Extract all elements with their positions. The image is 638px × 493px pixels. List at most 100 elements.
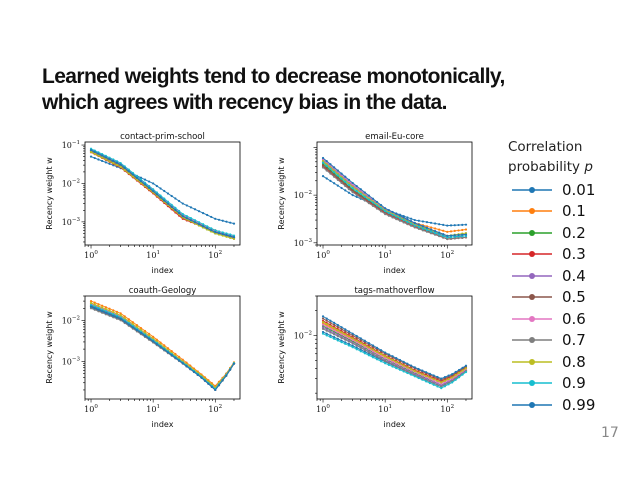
data-point <box>101 159 104 163</box>
data-point <box>177 355 181 358</box>
legend-label: 0.2 <box>562 223 586 242</box>
data-point <box>433 231 437 235</box>
data-point <box>457 368 461 372</box>
slide-title: Learned weights tend to decrease monoton… <box>42 64 602 116</box>
data-point <box>438 235 441 238</box>
data-point <box>391 213 394 216</box>
data-point <box>340 172 343 175</box>
data-point <box>155 191 158 194</box>
data-point <box>421 220 425 223</box>
y-tick-base: 10 <box>62 218 72 227</box>
data-point <box>355 192 358 195</box>
x-tick-exponent: 2 <box>451 250 455 256</box>
data-point <box>351 194 354 197</box>
data-point <box>336 169 339 172</box>
x-tick-base: 10 <box>378 251 388 260</box>
data-point <box>442 229 445 232</box>
data-point <box>89 300 93 303</box>
data-point <box>135 329 139 332</box>
data-point <box>438 223 441 226</box>
data-point <box>170 203 173 206</box>
data-point <box>181 215 184 218</box>
x-axis-label: index <box>384 420 406 429</box>
data-point <box>97 158 100 161</box>
data-point <box>367 351 371 354</box>
data-point <box>359 192 362 196</box>
x-tick-exponent: 1 <box>156 250 160 256</box>
data-point <box>170 194 173 198</box>
data-point <box>159 187 162 190</box>
data-point <box>201 225 205 228</box>
legend-marker <box>512 229 552 236</box>
data-point <box>127 318 130 321</box>
chart-coauth-geology: coauth-Geology 100 101 102 10−2 10−3 index Rece… <box>40 285 245 435</box>
data-point <box>97 308 100 311</box>
data-point <box>409 222 413 225</box>
data-point <box>197 223 201 226</box>
data-point <box>155 342 158 346</box>
data-point <box>384 357 387 360</box>
data-point <box>363 197 366 200</box>
data-point <box>421 225 425 228</box>
data-point <box>387 211 390 215</box>
data-point <box>147 337 151 340</box>
data-point <box>371 344 375 347</box>
data-point <box>89 148 93 152</box>
data-point <box>425 374 428 378</box>
data-point <box>143 331 147 334</box>
data-point <box>438 231 441 234</box>
data-point <box>446 234 449 237</box>
data-point <box>391 358 394 362</box>
data-point <box>329 321 332 324</box>
data-point <box>442 223 445 226</box>
data-point <box>166 200 170 203</box>
data-point <box>344 180 347 183</box>
data-point <box>200 376 203 379</box>
data-point <box>425 228 429 232</box>
data-point <box>89 303 93 307</box>
data-point <box>131 322 134 326</box>
data-point <box>185 214 188 218</box>
data-point <box>453 224 456 227</box>
data-point <box>336 331 339 334</box>
x-tick-base: 10 <box>146 251 156 260</box>
data-point <box>217 230 221 233</box>
data-point <box>367 346 371 349</box>
data-point <box>336 335 339 338</box>
legend-marker <box>512 337 552 344</box>
data-point <box>112 162 115 165</box>
legend-marker <box>512 358 552 365</box>
data-point <box>159 196 162 199</box>
data-point <box>461 228 464 232</box>
data-point <box>432 378 435 381</box>
legend-label: 0.6 <box>562 309 586 328</box>
y-tick-label: 10−1 <box>62 140 80 150</box>
data-point <box>321 320 325 324</box>
data-point <box>446 236 449 239</box>
data-point <box>417 225 420 229</box>
data-point <box>421 229 425 232</box>
data-point <box>371 350 375 353</box>
data-point <box>363 343 366 347</box>
data-point <box>391 355 394 358</box>
data-point <box>89 307 93 310</box>
data-point <box>344 328 347 331</box>
data-point <box>464 228 468 231</box>
y-tick-label: 10−2 <box>294 330 312 340</box>
data-point <box>101 310 104 313</box>
data-point <box>139 181 143 185</box>
y-tick-base: 10 <box>62 357 72 366</box>
legend-dot <box>529 380 535 387</box>
legend-item: 0.2 <box>508 222 618 244</box>
data-point <box>457 376 461 379</box>
data-point <box>193 208 197 211</box>
data-point <box>355 348 358 351</box>
x-tick-exponent: 1 <box>388 250 392 256</box>
data-point <box>375 346 379 349</box>
data-point <box>398 217 402 220</box>
data-point <box>384 355 387 358</box>
data-point <box>461 223 464 226</box>
data-point <box>398 214 402 217</box>
